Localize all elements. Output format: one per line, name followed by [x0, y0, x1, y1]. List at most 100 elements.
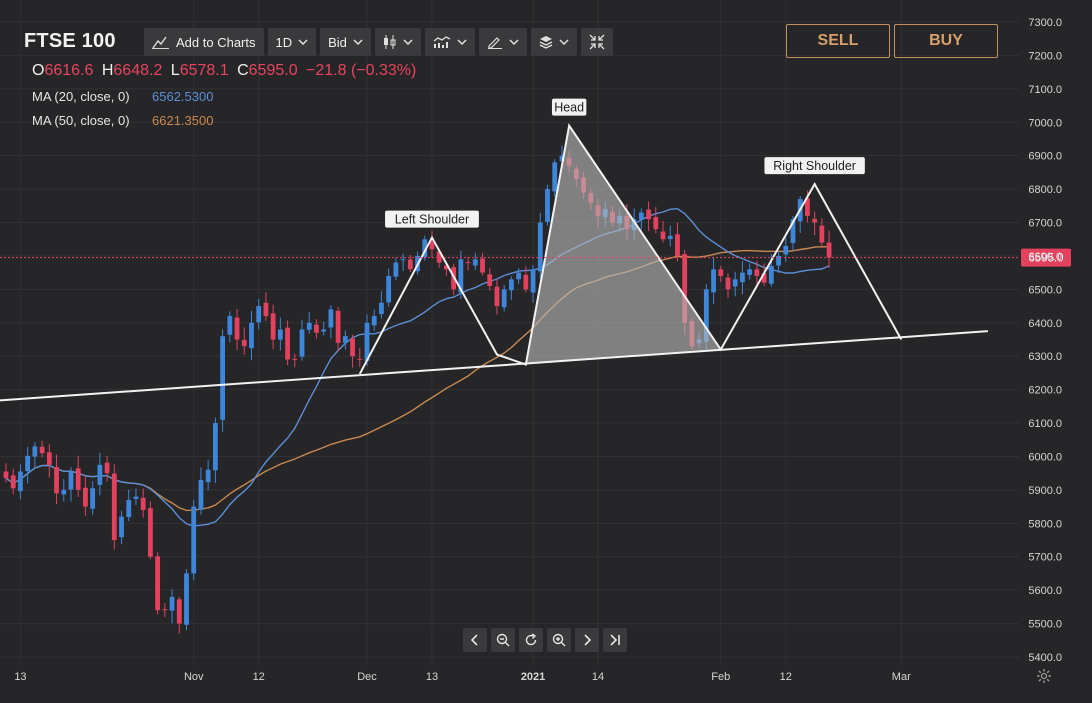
candle-body: [335, 310, 341, 343]
candle-body: [436, 251, 442, 263]
low-value: 6578.1: [179, 62, 229, 79]
y-tick-label: 7300.0: [1028, 17, 1062, 29]
y-tick-label: 5700.0: [1028, 552, 1062, 564]
y-tick-label: 6800.0: [1028, 184, 1062, 196]
candle-body: [703, 289, 709, 342]
candle-body: [732, 279, 738, 287]
zoom-in-button[interactable]: [547, 628, 571, 652]
symbol-title: FTSE 100: [24, 30, 116, 52]
candle-body: [299, 329, 305, 357]
y-tick-label: 6100.0: [1028, 418, 1062, 430]
x-tick-label: Dec: [357, 671, 377, 683]
candle-body: [176, 599, 182, 624]
candle-body: [653, 217, 659, 230]
ma20-group: [5, 207, 830, 527]
ma50-legend[interactable]: MA (50, close, 0) 6621.3500: [32, 113, 213, 128]
scroll-right-button[interactable]: [575, 628, 599, 652]
candle-body: [155, 556, 161, 611]
candle-body: [104, 462, 110, 474]
candle-body: [379, 302, 384, 315]
x-tick-label: 2021: [521, 671, 545, 683]
interval-value: 1D: [275, 34, 293, 50]
drawing-tools-dropdown[interactable]: [478, 28, 527, 56]
candle-body: [559, 155, 565, 162]
x-tick-label: 13: [426, 671, 438, 683]
ma20-legend[interactable]: MA (20, close, 0) 6562.5300: [32, 89, 213, 104]
candle-body: [711, 269, 716, 293]
candle-body: [371, 316, 377, 326]
high-key: H: [101, 62, 114, 79]
scroll-left-button[interactable]: [463, 628, 487, 652]
candle-body: [545, 189, 550, 222]
y-tick-label: 5800.0: [1028, 518, 1062, 530]
chart-settings-button[interactable]: [1036, 668, 1052, 689]
chart-type-dropdown[interactable]: [374, 28, 421, 56]
candle-body: [776, 255, 781, 266]
candle-body: [83, 487, 88, 507]
open-value: 6616.6: [44, 62, 94, 79]
candle-body: [292, 358, 298, 360]
ma20-value: 6562.5300: [152, 89, 214, 104]
pattern-label-box: [764, 157, 865, 175]
last-price-badge: [1021, 248, 1071, 267]
candle-body: [393, 262, 399, 277]
candle-body: [256, 306, 262, 323]
last-price-label: 6595.0: [1028, 253, 1063, 265]
price-type-dropdown[interactable]: Bid: [320, 28, 371, 56]
candle-body: [25, 455, 31, 472]
y-tick-label: 6300.0: [1028, 351, 1062, 363]
candle-body: [285, 327, 290, 360]
candle-body: [725, 277, 731, 290]
candle-body: [32, 446, 38, 457]
pattern-outline: [358, 123, 903, 375]
grid: [0, 0, 1019, 665]
candle-body: [768, 265, 774, 284]
chevron-down-icon: [509, 39, 519, 45]
candle-body: [205, 469, 211, 483]
y-tick-label: 6200.0: [1028, 385, 1062, 397]
reset-icon: [525, 633, 537, 646]
candle-body: [10, 475, 16, 489]
candle-body: [148, 508, 153, 557]
add-to-charts-button[interactable]: Add to Charts: [144, 28, 264, 56]
candlestick-icon: [383, 35, 396, 49]
candle-body: [494, 286, 500, 307]
head-and-shoulders-pattern: Left Shoulder Head Right Shoulder: [0, 98, 988, 402]
layers-dropdown[interactable]: [530, 28, 577, 56]
candle-body: [509, 279, 514, 291]
sell-button[interactable]: SELL: [786, 24, 890, 58]
chevron-left-icon: [470, 634, 478, 646]
candle-body: [675, 234, 680, 256]
change-value: −21.8 (−0.33%): [306, 62, 417, 79]
pencil-icon: [487, 37, 502, 49]
zoom-out-button[interactable]: [491, 628, 515, 652]
neckline: [0, 330, 988, 402]
head-shade: [525, 125, 721, 365]
collapse-button[interactable]: [580, 28, 613, 56]
interval-dropdown[interactable]: 1D: [267, 28, 317, 56]
candle-body: [241, 340, 247, 347]
candle-body: [819, 225, 825, 243]
indicators-dropdown[interactable]: [424, 28, 475, 56]
candle-body: [169, 596, 175, 611]
candle-body: [191, 506, 197, 574]
reset-button[interactable]: [519, 628, 543, 652]
y-tick-label: 6900.0: [1028, 151, 1062, 163]
pattern-label-box: [385, 210, 479, 228]
ma20-line: [5, 207, 830, 527]
x-tick-label: Nov: [184, 671, 204, 683]
y-tick-label: 6700.0: [1028, 218, 1062, 230]
candle-body: [314, 324, 319, 333]
candle-body: [68, 471, 74, 490]
high-value: 6648.2: [113, 62, 163, 79]
candle-body: [646, 209, 651, 220]
go-to-end-button[interactable]: [603, 628, 627, 652]
buy-button[interactable]: BUY: [894, 24, 998, 58]
candle-body: [682, 254, 688, 323]
add-to-charts-label: Add to Charts: [176, 34, 256, 50]
candle-body: [162, 609, 168, 611]
ohlc-readout: O6616.6 H6648.2 L6578.1 C6595.0 −21.8 (−…: [32, 62, 420, 80]
candle-body: [61, 489, 67, 495]
go-to-end-icon: [610, 634, 620, 646]
